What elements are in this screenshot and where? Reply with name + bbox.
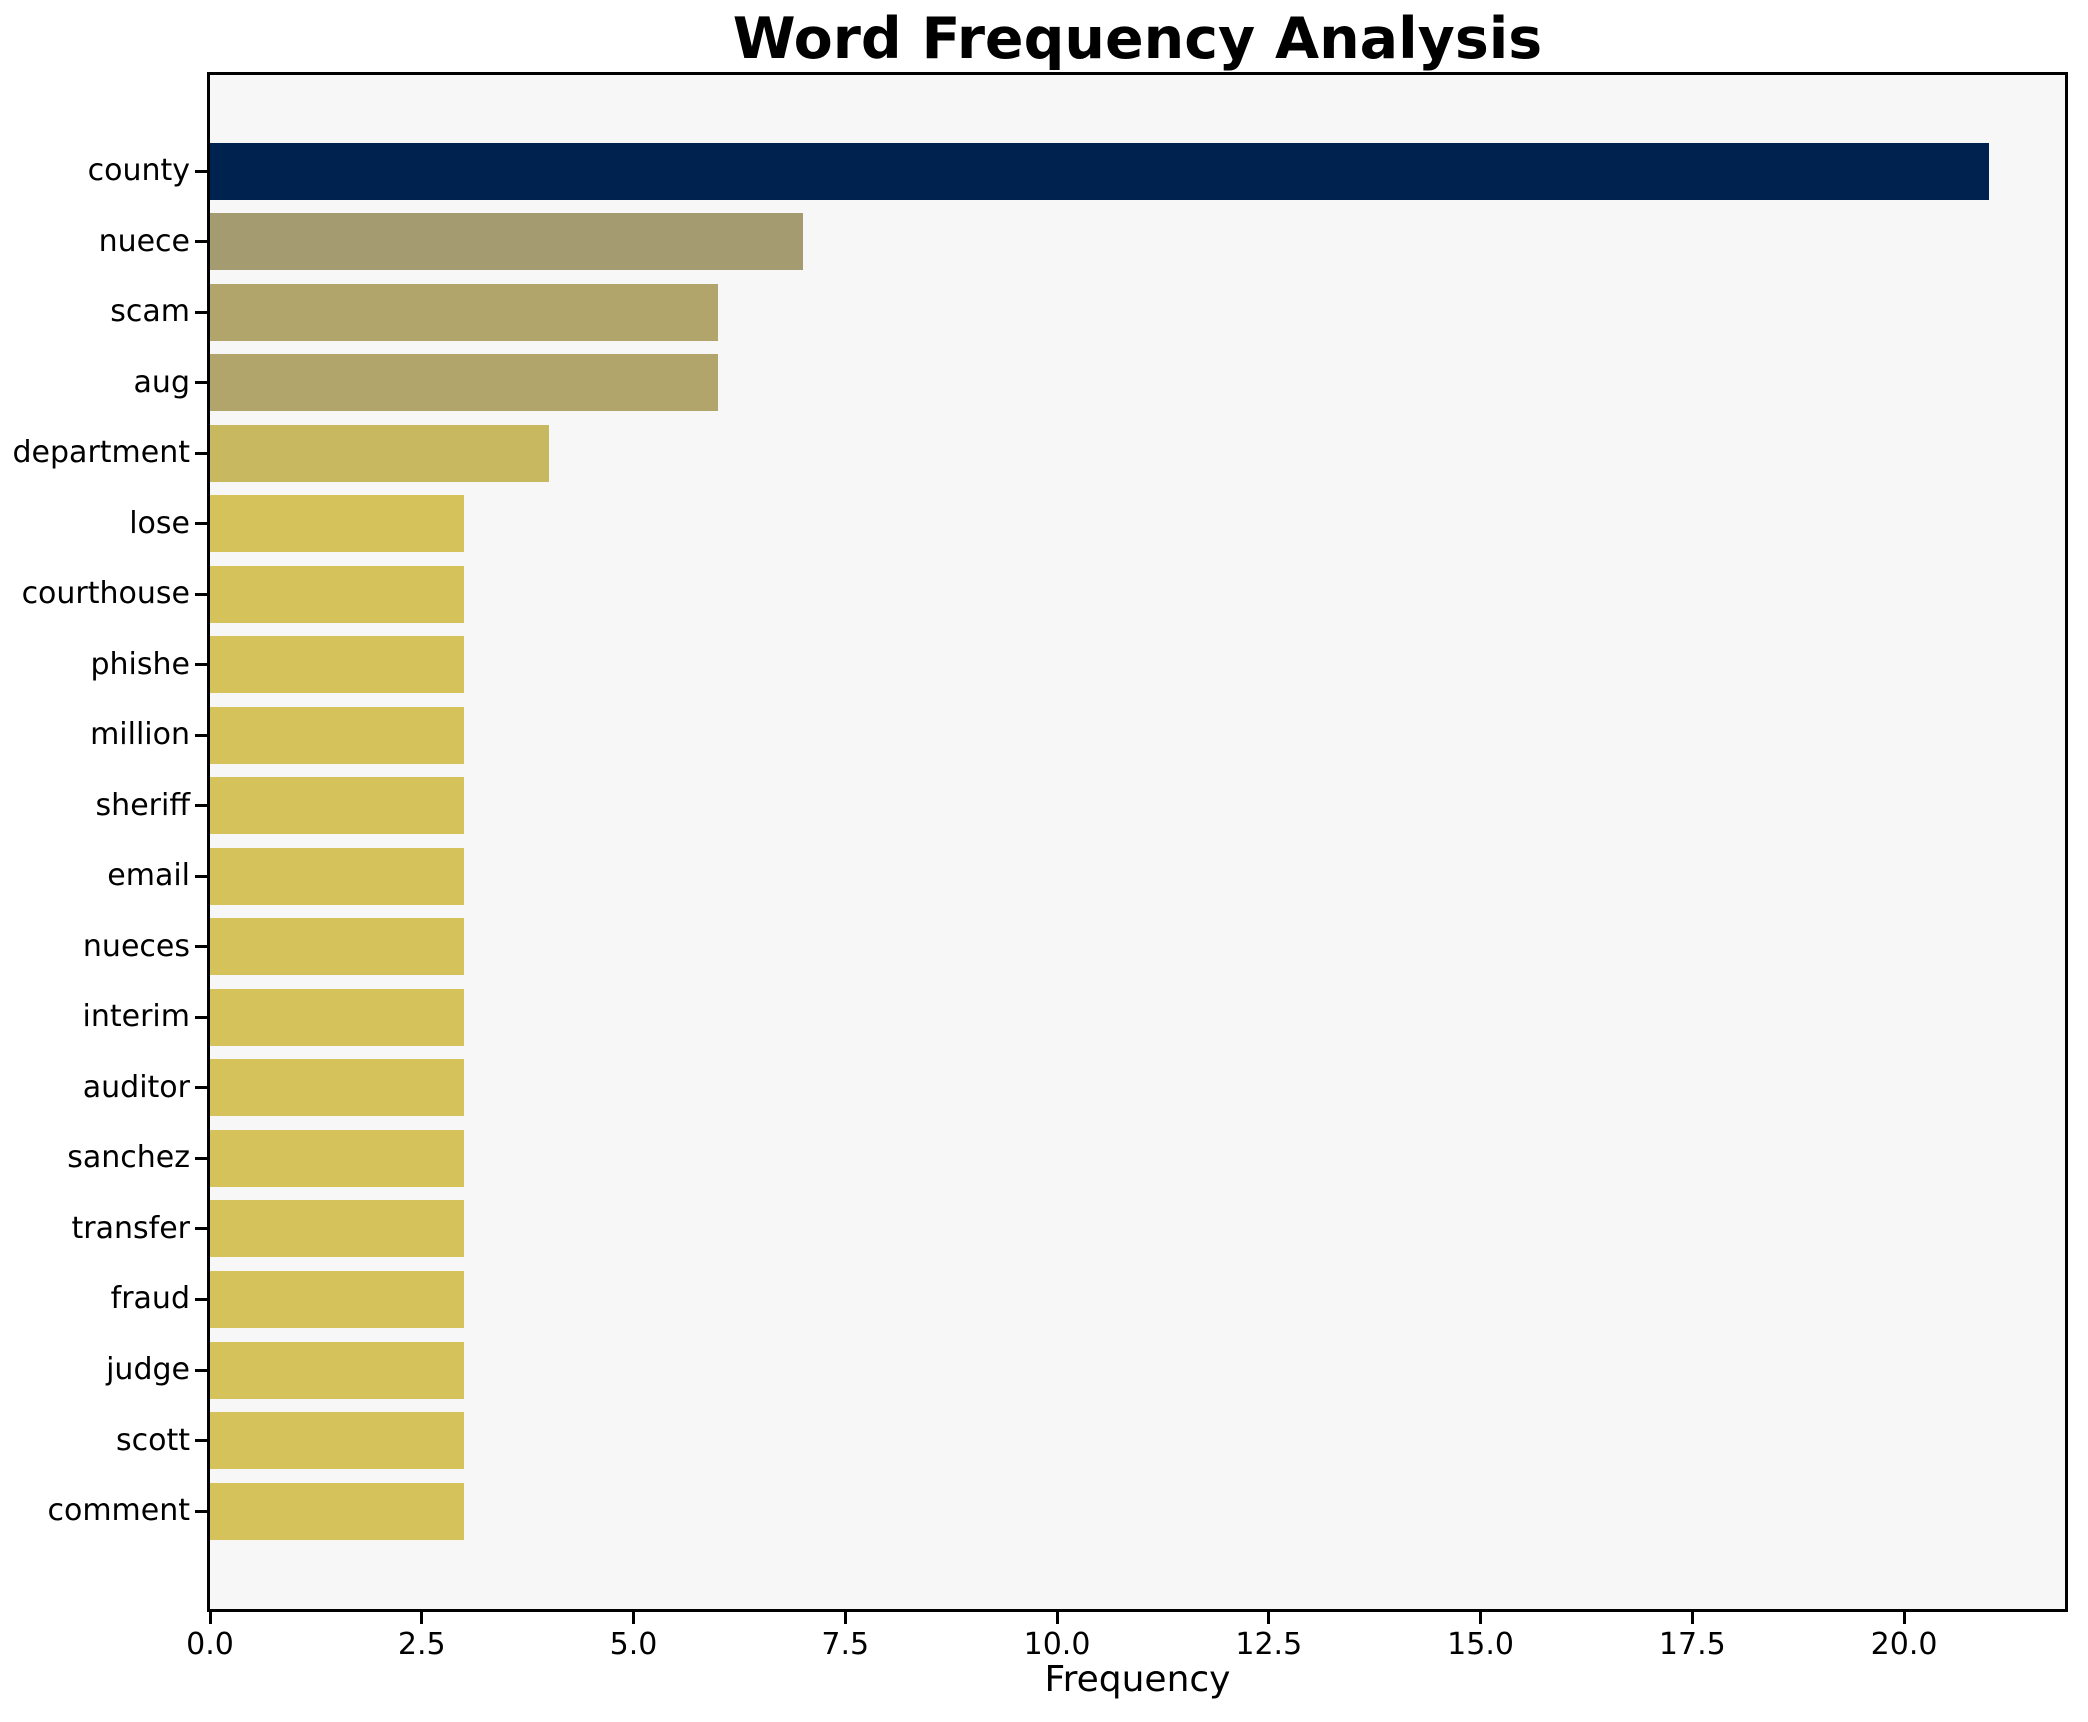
bar-email bbox=[210, 847, 465, 905]
y-tick-label: nueces bbox=[82, 928, 190, 964]
y-tick bbox=[195, 169, 207, 173]
y-tick-label: email bbox=[107, 858, 190, 894]
bar-aug bbox=[210, 354, 719, 412]
y-tick bbox=[195, 1439, 207, 1443]
x-tick bbox=[632, 1612, 636, 1624]
x-tick bbox=[420, 1612, 424, 1624]
chart-title: Word Frequency Analysis bbox=[732, 6, 1543, 72]
x-tick bbox=[1267, 1612, 1271, 1624]
y-tick bbox=[195, 1509, 207, 1513]
x-tick-label: 0.0 bbox=[186, 1627, 234, 1662]
bar-scam bbox=[210, 283, 719, 341]
y-tick bbox=[195, 1368, 207, 1372]
y-tick bbox=[195, 1297, 207, 1301]
x-tick-label: 7.5 bbox=[821, 1627, 870, 1662]
y-tick bbox=[195, 451, 207, 455]
y-tick bbox=[195, 522, 207, 526]
bar-judge bbox=[210, 1341, 465, 1399]
bar-comment bbox=[210, 1482, 465, 1540]
x-tick-label: 5.0 bbox=[609, 1627, 658, 1662]
bar-fraud bbox=[210, 1270, 465, 1328]
y-tick-label: aug bbox=[133, 364, 190, 400]
x-tick-label: 15.0 bbox=[1447, 1627, 1514, 1662]
y-tick bbox=[195, 240, 207, 244]
x-tick bbox=[208, 1612, 212, 1624]
y-tick bbox=[195, 733, 207, 737]
x-tick-label: 20.0 bbox=[1870, 1627, 1938, 1662]
y-tick-label: courthouse bbox=[21, 576, 190, 612]
bar-nueces bbox=[210, 918, 465, 976]
x-tick-label: 12.5 bbox=[1235, 1627, 1303, 1662]
y-tick-label: county bbox=[87, 153, 190, 188]
bars-layer bbox=[210, 75, 2065, 1609]
y-tick-label: interim bbox=[82, 999, 190, 1035]
y-tick-label: scott bbox=[115, 1422, 190, 1458]
bar-department bbox=[210, 424, 549, 482]
bar-phishe bbox=[210, 636, 465, 694]
bar-auditor bbox=[210, 1059, 465, 1117]
bar-county bbox=[210, 142, 1989, 200]
x-axis-label: Frequency bbox=[1044, 1659, 1231, 1700]
bar-lose bbox=[210, 495, 465, 553]
plot-area bbox=[207, 72, 2068, 1612]
y-tick-label: auditor bbox=[82, 1069, 190, 1105]
bar-sanchez bbox=[210, 1129, 465, 1187]
x-tick-label: 17.5 bbox=[1658, 1627, 1726, 1662]
bar-sheriff bbox=[210, 777, 465, 835]
y-tick-label: lose bbox=[129, 505, 190, 541]
bar-courthouse bbox=[210, 565, 465, 623]
bar-million bbox=[210, 706, 465, 764]
y-tick-label: fraud bbox=[110, 1281, 190, 1317]
y-tick bbox=[195, 1156, 207, 1160]
y-tick bbox=[195, 1086, 207, 1090]
y-tick bbox=[195, 592, 207, 596]
bar-nuece bbox=[210, 213, 803, 271]
y-tick-label: scam bbox=[110, 294, 190, 330]
y-tick bbox=[195, 663, 207, 667]
y-tick bbox=[195, 945, 207, 949]
y-tick-label: transfer bbox=[71, 1210, 190, 1246]
y-tick bbox=[195, 310, 207, 314]
x-tick bbox=[1479, 1612, 1483, 1624]
x-tick bbox=[1055, 1612, 1059, 1624]
y-tick-label: sheriff bbox=[95, 787, 190, 823]
x-tick bbox=[843, 1612, 847, 1624]
bar-transfer bbox=[210, 1200, 465, 1258]
x-tick-label: 2.5 bbox=[397, 1627, 446, 1662]
y-tick-label: judge bbox=[106, 1352, 190, 1387]
bar-interim bbox=[210, 988, 465, 1046]
y-tick-label: million bbox=[90, 717, 190, 753]
y-tick-label: comment bbox=[47, 1493, 190, 1529]
x-tick-label: 10.0 bbox=[1023, 1627, 1091, 1662]
y-tick bbox=[195, 1015, 207, 1019]
x-tick bbox=[1902, 1612, 1906, 1624]
x-tick bbox=[1690, 1612, 1694, 1624]
y-tick bbox=[195, 381, 207, 385]
y-tick bbox=[195, 1227, 207, 1231]
y-tick-label: department bbox=[12, 435, 190, 471]
y-tick-label: nuece bbox=[98, 223, 190, 259]
bar-scott bbox=[210, 1412, 465, 1470]
y-tick bbox=[195, 804, 207, 808]
y-tick-label: sanchez bbox=[67, 1140, 190, 1176]
y-tick-label: phishe bbox=[90, 646, 191, 682]
y-tick bbox=[195, 874, 207, 878]
